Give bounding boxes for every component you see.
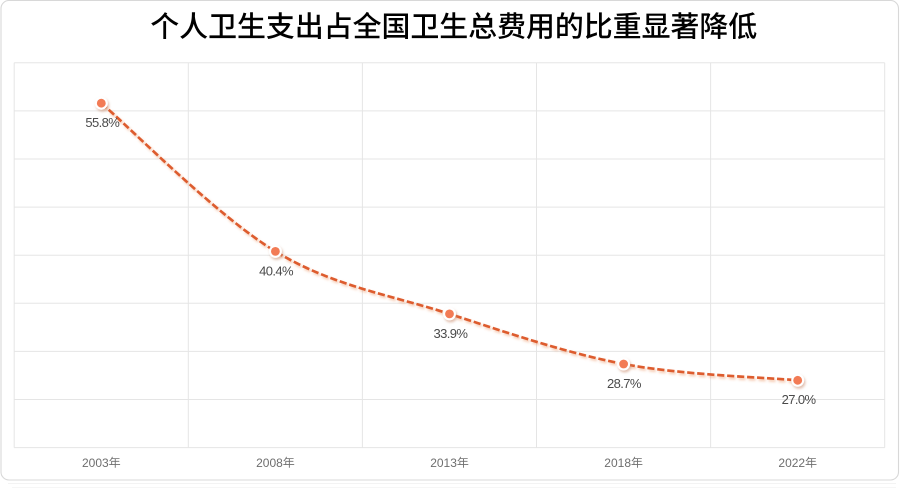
svg-text:55.8%: 55.8% — [85, 115, 120, 130]
svg-text:2003: 2003 — [82, 456, 109, 470]
svg-text:40.4%: 40.4% — [259, 263, 294, 278]
svg-text:27.0%: 27.0% — [782, 392, 817, 407]
svg-text:2018: 2018 — [604, 456, 631, 470]
svg-text:2013: 2013 — [430, 456, 457, 470]
svg-text:33.9%: 33.9% — [433, 326, 468, 341]
svg-text:2008: 2008 — [256, 456, 283, 470]
svg-text:28.7%: 28.7% — [607, 376, 642, 391]
svg-text:2022: 2022 — [778, 456, 805, 470]
